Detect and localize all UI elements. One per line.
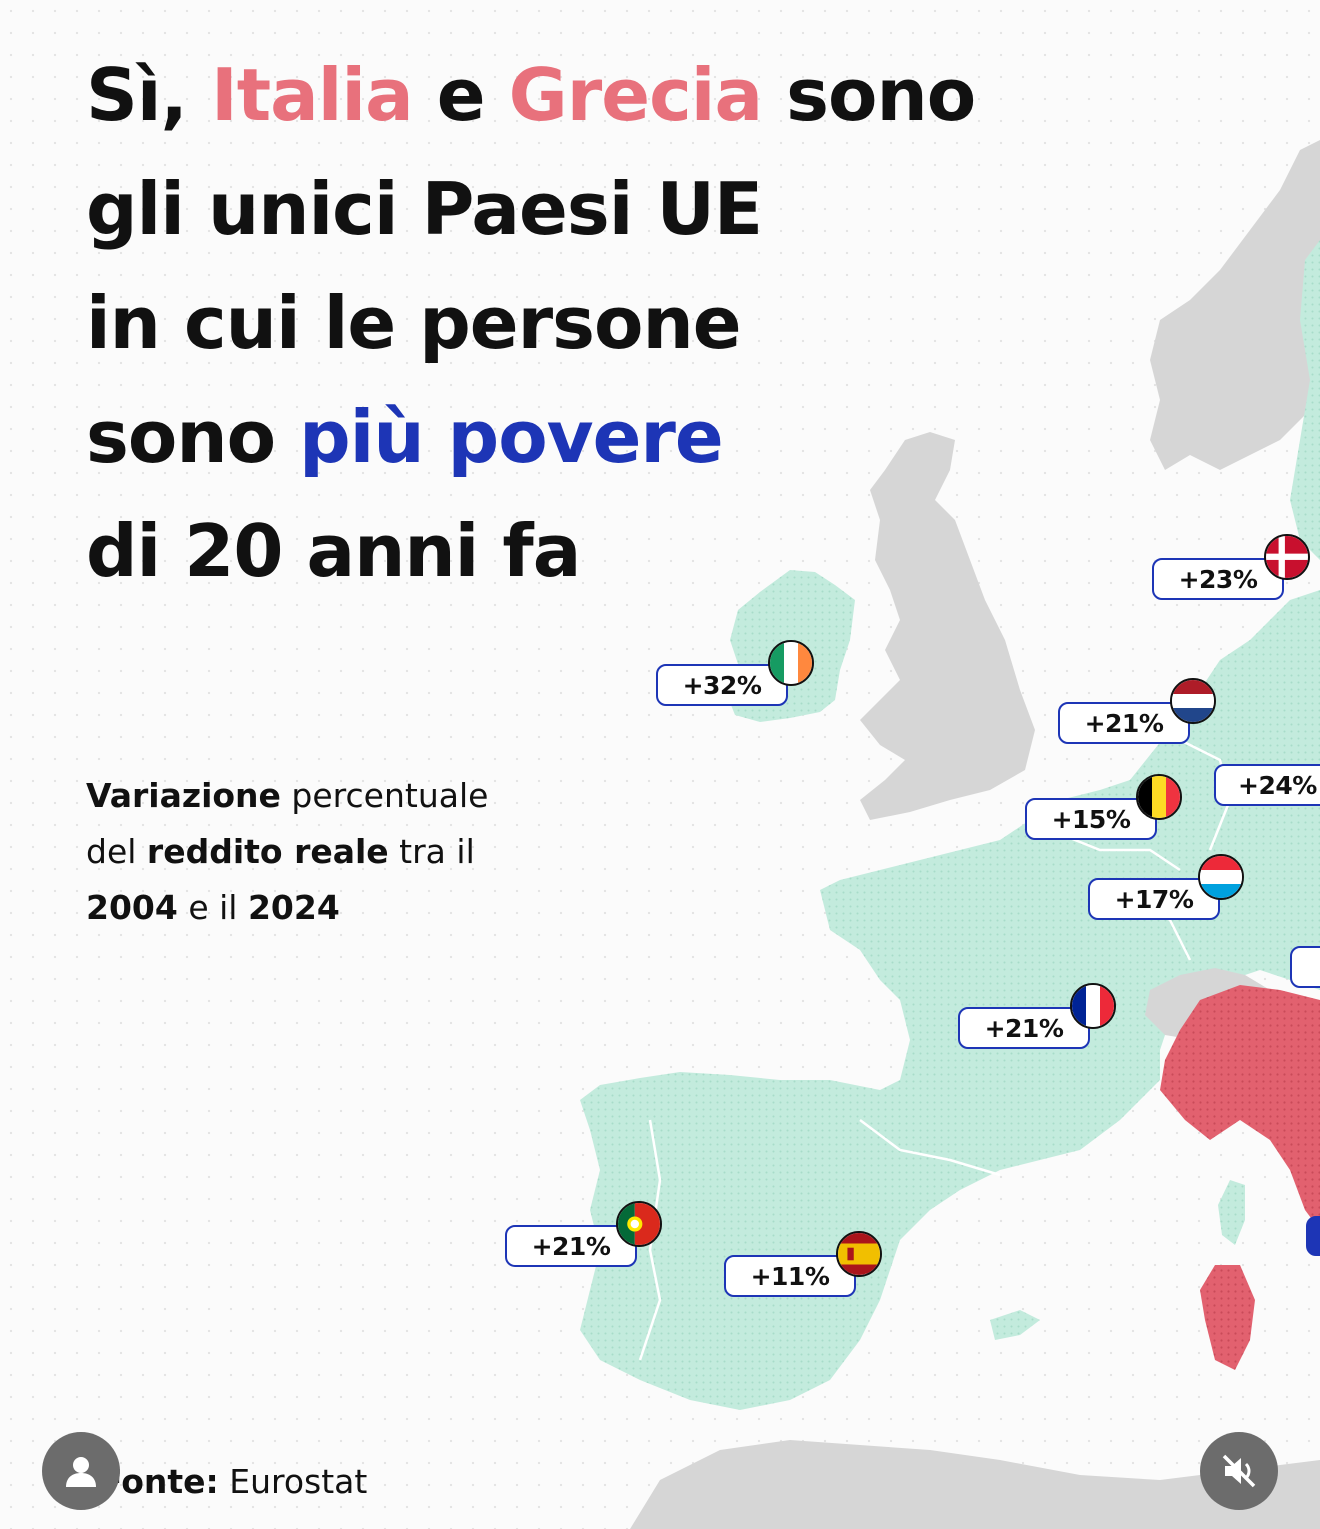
balearic-shape (990, 1310, 1040, 1340)
avatar[interactable] (42, 1432, 120, 1510)
subtitle-text: del (86, 832, 147, 871)
luxembourg-flag-icon (1198, 854, 1244, 900)
badge-portugal: +21% (505, 1225, 637, 1267)
headline-text: sono (86, 395, 300, 479)
spain-flag-icon (836, 1231, 882, 1277)
source-value: Eurostat (218, 1462, 368, 1501)
headline-line-2: gli unici Paesi UE (86, 167, 763, 251)
badge-denmark: +23% (1152, 558, 1284, 600)
badge-france: +21% (958, 1007, 1090, 1049)
headline-line-1: Sì, Italia e Grecia sono (86, 38, 1126, 152)
portugal-flag-icon (616, 1201, 662, 1247)
netherlands-flag-icon (1170, 678, 1216, 724)
sweden-shape (1290, 240, 1320, 560)
continental-eu-shape (580, 590, 1320, 1410)
user-icon (66, 1457, 96, 1487)
badge-belgium: +15% (1025, 798, 1157, 840)
headline-text: sono (762, 53, 976, 137)
headline-text: Sì, (86, 53, 211, 137)
mute-button[interactable] (1200, 1432, 1278, 1510)
subtitle-bold: 2004 (86, 888, 178, 927)
headline-text: e (412, 53, 509, 137)
headline-greece: Grecia (508, 53, 763, 137)
subtitle-bold: reddito reale (146, 832, 389, 871)
sardinia-shape (1200, 1265, 1255, 1370)
headline-line-5: di 20 anni fa (86, 509, 581, 593)
denmark-flag-icon (1264, 534, 1310, 580)
subtitle-text: percentuale (280, 776, 489, 815)
italy-shape (1160, 985, 1320, 1230)
badge-spain: +11% (724, 1255, 856, 1297)
north-africa-shape (630, 1440, 1320, 1529)
headline-line-3: in cui le persone (86, 281, 742, 365)
subtitle-bold: 2024 (247, 888, 340, 927)
subtitle-text: e il (177, 888, 248, 927)
subtitle-text: tra il (388, 832, 475, 871)
belgium-flag-icon (1136, 774, 1182, 820)
muted-speaker-icon (1222, 1454, 1256, 1488)
headline-highlight: più povere (299, 395, 724, 479)
badge-partial (1290, 946, 1320, 988)
headline: Sì, Italia e Grecia sono gli unici Paesi… (86, 38, 1126, 608)
badge-ireland: +32% (656, 664, 788, 706)
uk-shape (860, 432, 1035, 820)
norway-shape (1150, 140, 1320, 470)
headline-line-4: sono più povere (86, 380, 1126, 494)
badge-germany: +24% (1214, 764, 1320, 806)
badge-luxembourg: +17% (1088, 878, 1220, 920)
subtitle: Variazione percentuale del reddito reale… (86, 768, 606, 936)
source: Fonte: Eurostat (100, 1462, 367, 1501)
headline-italy: Italia (210, 53, 414, 137)
ireland-flag-icon (768, 640, 814, 686)
badge-partial-blue (1306, 1216, 1320, 1256)
subtitle-bold: Variazione (86, 776, 281, 815)
badge-netherlands: +21% (1058, 702, 1190, 744)
france-flag-icon (1070, 983, 1116, 1029)
corsica-shape (1218, 1180, 1245, 1245)
